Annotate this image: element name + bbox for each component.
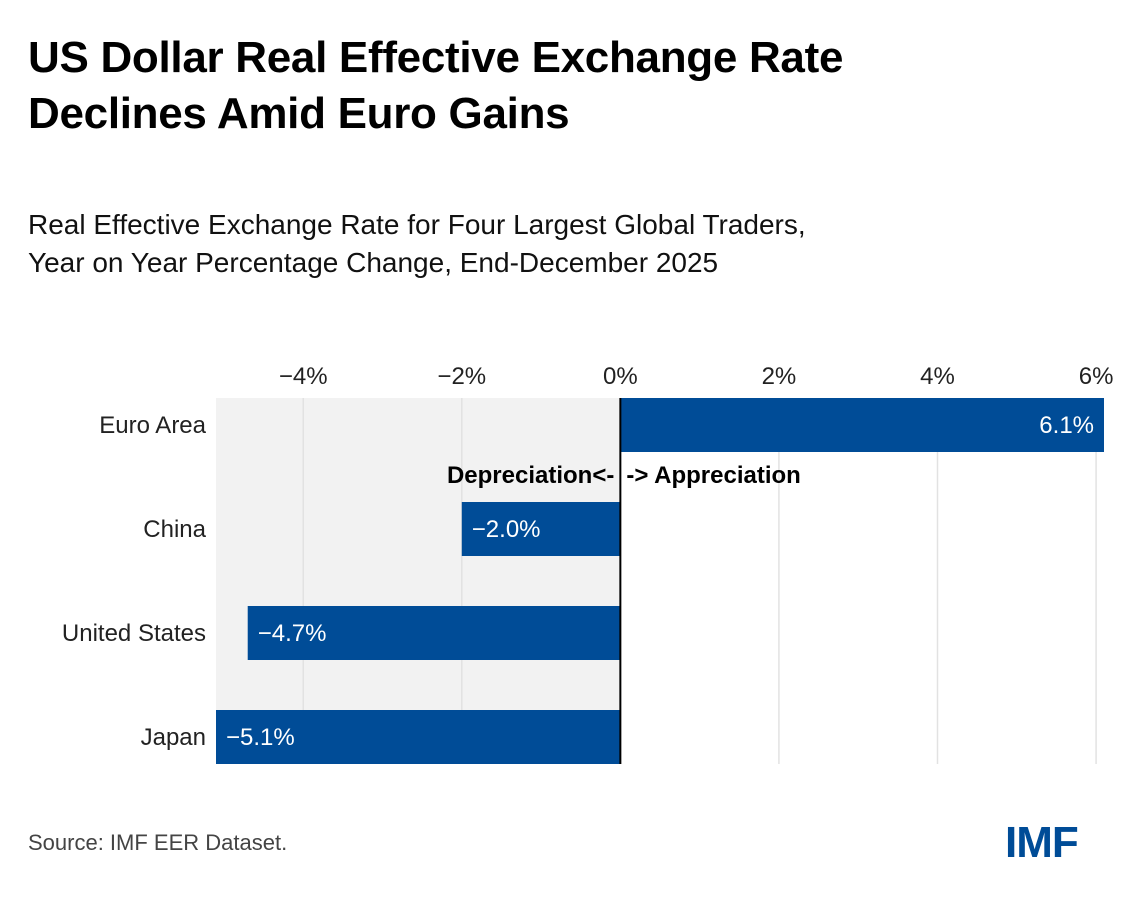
category-label: Japan [141,724,206,751]
bar [216,710,621,764]
x-tick-label: 2% [762,363,797,390]
chart-subtitle-line-1: Real Effective Exchange Rate for Four La… [28,209,806,240]
chart-title-line-2: Declines Amid Euro Gains [28,89,570,138]
chart-subtitle-line-2: Year on Year Percentage Change, End-Dece… [28,247,719,278]
x-tick-label: 4% [920,363,955,390]
value-label: −4.7% [258,620,327,647]
x-tick-label: −4% [279,363,328,390]
x-tick-label: −2% [437,363,486,390]
category-label: United States [62,620,206,647]
x-tick-label: 0% [603,363,638,390]
annotation-appreciation: -> Appreciation [626,462,800,489]
y-axis-category-labels: Euro Area China United States Japan [62,412,207,751]
value-label: 6.1% [1039,412,1094,439]
chart-title: US Dollar Real Effective Exchange Rate D… [28,30,1108,142]
source-note: Source: IMF EER Dataset. [28,830,288,855]
bar-value-labels: 6.1% −2.0% −4.7% −5.1% [226,412,1094,751]
imf-logo: IMF [1005,818,1079,867]
bar [461,502,621,556]
gridlines [302,398,1097,764]
chart-subtitle: Real Effective Exchange Rate for Four La… [28,206,1108,282]
category-label: Euro Area [99,412,206,439]
chart-title-line-1: US Dollar Real Effective Exchange Rate [28,33,844,82]
annotation-depreciation: Depreciation<- [447,462,614,489]
category-label: China [143,516,206,543]
negative-region-shading [216,398,621,764]
value-label: −2.0% [472,516,541,543]
x-axis-tick-labels: −4% −2% 0% 2% 4% 6% [279,363,1114,390]
bar [620,398,1104,452]
value-label: −5.1% [226,724,295,751]
x-tick-label: 6% [1079,363,1114,390]
bars [216,398,1104,764]
bar [247,606,621,660]
